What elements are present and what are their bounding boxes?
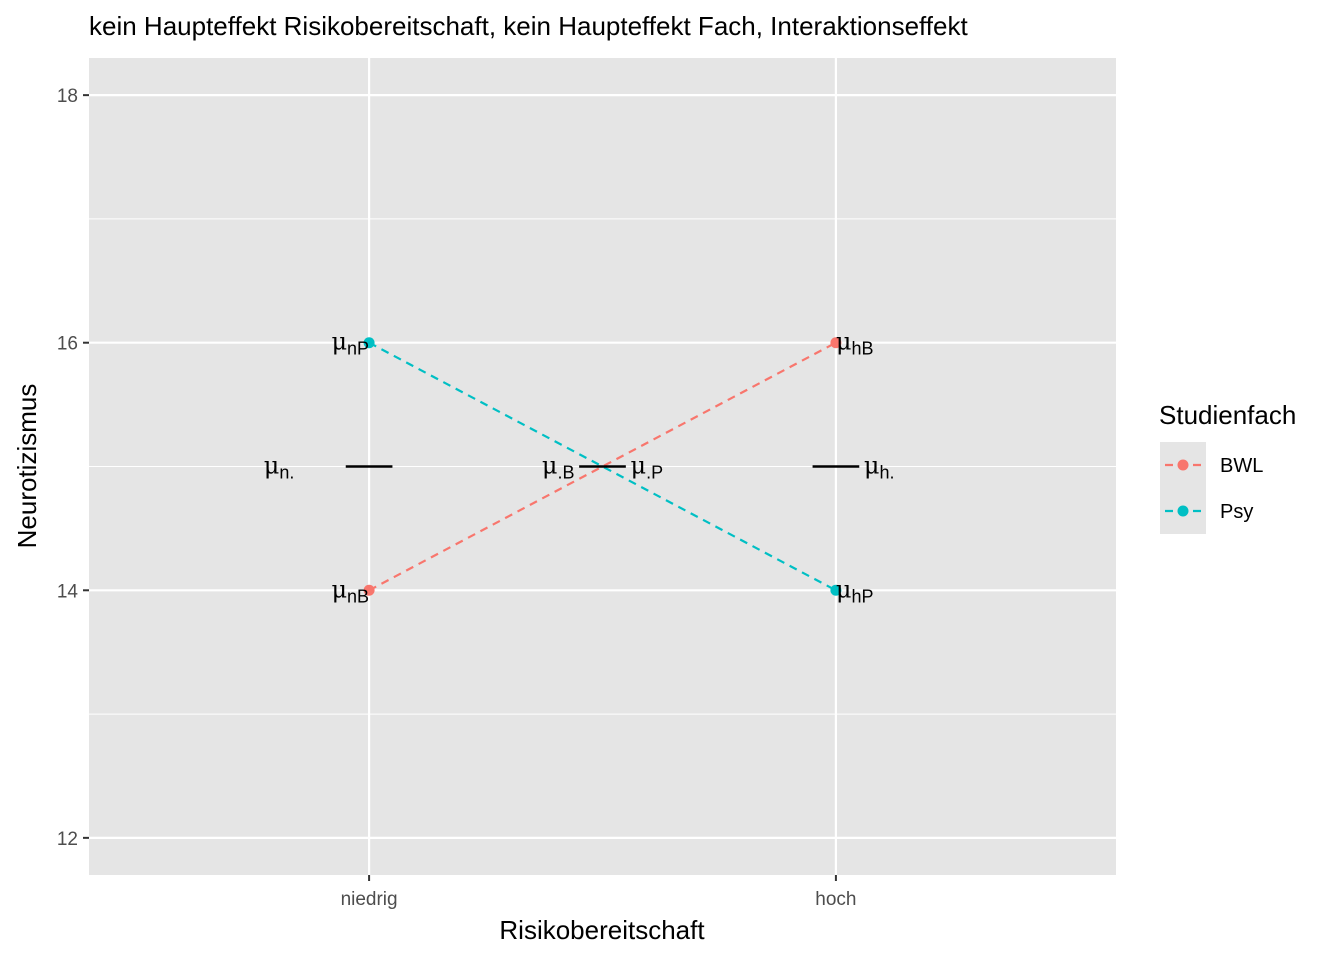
legend-label: BWL — [1220, 455, 1263, 477]
point-psy-niedrig — [363, 337, 375, 349]
mu-h-symbol: μ — [864, 452, 880, 480]
legend-label: Psy — [1220, 501, 1253, 523]
mu-h-subscript: h. — [880, 463, 895, 483]
mu-h-label: μh. — [864, 452, 895, 483]
grid-major — [89, 58, 1116, 875]
legend-key-point — [1177, 505, 1189, 517]
mu-nP-symbol: μ — [331, 328, 347, 356]
x-tick-label: hoch — [815, 889, 856, 910]
x-tick-label: niedrig — [341, 889, 398, 910]
mu-nP-label: μnP — [331, 328, 369, 359]
point-psy-hoch — [830, 584, 842, 596]
x-axis-title: Risikobereitschaft — [499, 915, 705, 945]
y-tick-label: 16 — [57, 334, 78, 355]
mu-n-subscript: n. — [279, 463, 294, 483]
legend-key-point — [1177, 459, 1189, 471]
series-line-bwl — [368, 341, 837, 592]
series-line-psy — [368, 341, 837, 592]
legend-title: Studienfach — [1159, 400, 1296, 430]
series-lines — [368, 341, 837, 592]
mu-n-symbol: μ — [264, 452, 280, 480]
data-points — [363, 337, 842, 596]
x-axis: niedrig hoch — [341, 875, 857, 910]
mu-B-subscript: .B — [557, 463, 574, 483]
mu-nB-subscript: nB — [347, 586, 369, 606]
mu-hB-label: μhB — [836, 328, 874, 359]
mu-B-label: μ.B — [542, 452, 575, 483]
point-bwl-hoch — [830, 337, 842, 349]
legend: Studienfach BWL Psy — [1159, 400, 1296, 534]
mu-P-subscript: .P — [646, 463, 663, 483]
mu-P-symbol: μ — [631, 452, 647, 480]
y-tick-label: 18 — [57, 86, 78, 107]
y-tick-label: 14 — [57, 581, 79, 602]
mu-hB-symbol: μ — [836, 328, 852, 356]
y-axis: 12 14 16 18 — [57, 86, 89, 850]
mu-hP-symbol: μ — [836, 575, 852, 603]
mu-hP-label: μhP — [836, 575, 874, 606]
mu-hP-subscript: hP — [852, 586, 874, 606]
mu-nB-symbol: μ — [331, 575, 347, 603]
y-axis-title: Neurotizismus — [12, 384, 42, 549]
chart-title: kein Haupteffekt Risikobereitschaft, kei… — [89, 11, 968, 41]
mu-hB-subscript: hB — [852, 339, 874, 359]
mu-nB-label: μnB — [331, 575, 369, 606]
mu-P-label: μ.P — [631, 452, 664, 483]
y-tick-label: 12 — [57, 829, 78, 850]
mu-nP-subscript: nP — [347, 339, 369, 359]
point-bwl-niedrig — [363, 584, 375, 596]
mu-n-label: μn. — [264, 452, 295, 483]
mu-B-symbol: μ — [542, 452, 558, 480]
